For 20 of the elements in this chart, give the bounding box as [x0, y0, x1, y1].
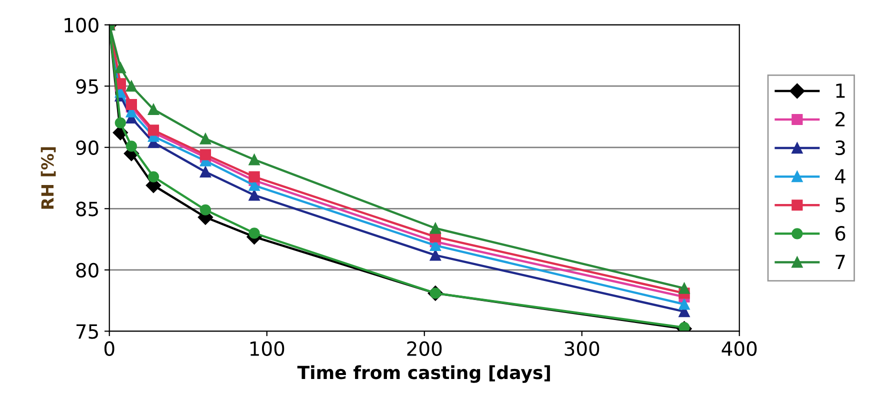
legend-label: 2 — [836, 112, 845, 126]
y-tick-label: 90 — [76, 140, 98, 156]
legend-label: 5 — [836, 198, 845, 212]
legend-label: 3 — [836, 140, 845, 156]
x-axis-title: Time from casting [days] — [297, 365, 550, 383]
x-tick-label: 400 — [722, 341, 757, 356]
y-tick-label: 85 — [76, 202, 98, 216]
legend-label: 7 — [836, 254, 845, 270]
legend-label: 6 — [835, 226, 846, 241]
y-tick-label: 80 — [76, 262, 98, 278]
x-tick-label: 200 — [407, 341, 442, 356]
y-axis-title: RH [%] — [40, 147, 56, 209]
y-tick-label: 95 — [76, 79, 98, 94]
y-tick-label: 75 — [76, 324, 98, 339]
x-tick-label: 300 — [564, 341, 600, 356]
x-tick-label: 0 — [104, 341, 114, 356]
x-tick-label: 100 — [250, 341, 284, 356]
legend-label: 4 — [835, 169, 846, 184]
legend-label: 1 — [836, 84, 845, 98]
y-tick-label: 100 — [64, 18, 98, 33]
